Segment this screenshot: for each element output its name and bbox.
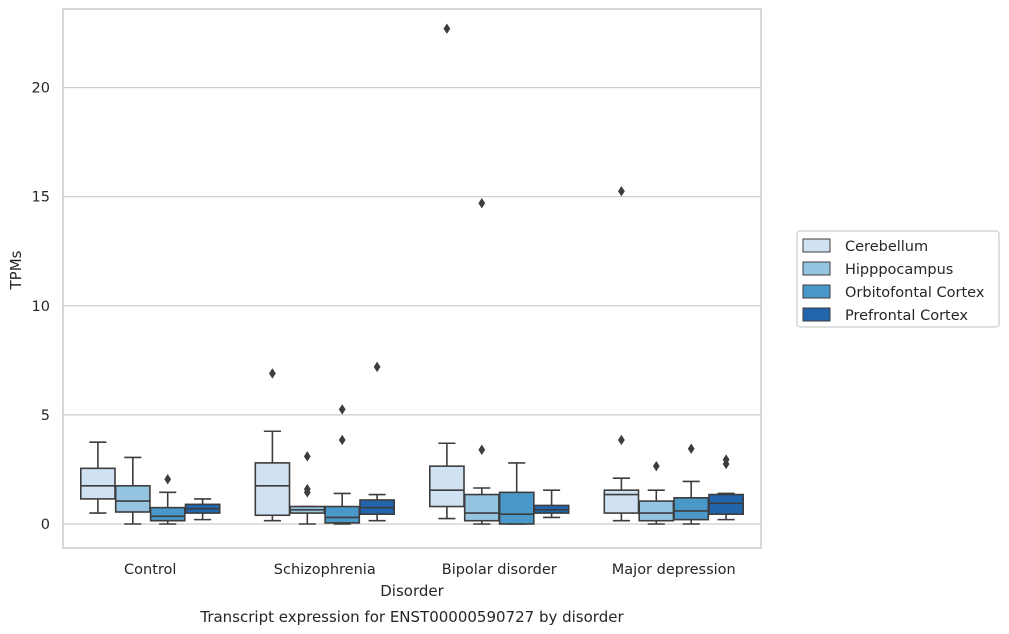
box-orbitofontal-cortex bbox=[324, 404, 361, 525]
box-cerebellum bbox=[79, 441, 116, 514]
box-prefrontal-cortex bbox=[533, 489, 570, 519]
outlier-point bbox=[443, 23, 451, 34]
box-prefrontal-cortex bbox=[359, 361, 396, 522]
x-axis-label: Disorder bbox=[380, 582, 444, 600]
outlier-point bbox=[618, 186, 625, 197]
legend-swatch bbox=[802, 284, 831, 299]
box-iqr bbox=[254, 462, 291, 517]
y-tick-label: 10 bbox=[32, 299, 50, 315]
box-series bbox=[79, 23, 745, 525]
outlier-point bbox=[338, 404, 346, 415]
y-tick-label: 20 bbox=[32, 81, 50, 97]
box-cerebellum bbox=[428, 23, 465, 520]
plot-border bbox=[62, 8, 762, 549]
box-prefrontal-cortex bbox=[184, 498, 221, 521]
box-cerebellum bbox=[254, 368, 291, 522]
x-tick-label: Major depression bbox=[612, 562, 736, 578]
legend-label: Prefrontal Cortex bbox=[845, 308, 968, 324]
gridlines bbox=[63, 86, 761, 525]
x-axis: Control Schizophrenia Bipolar disorder Majo… bbox=[124, 562, 736, 578]
outlier-point bbox=[303, 451, 311, 462]
outlier-point bbox=[338, 434, 346, 446]
box-hipppocampus bbox=[289, 451, 326, 525]
legend-swatch bbox=[802, 307, 831, 322]
box-iqr bbox=[149, 506, 186, 522]
box-orbitofontal-cortex bbox=[149, 474, 186, 525]
outlier-point bbox=[722, 454, 730, 465]
box-hipppocampus bbox=[463, 198, 500, 525]
legend: Cerebellum Hipppocampus Orbitofontal Corte… bbox=[796, 230, 1000, 328]
box-iqr bbox=[603, 489, 640, 514]
outlier-point bbox=[652, 460, 660, 472]
chart-caption: Transcript expression for ENST0000059072… bbox=[199, 608, 624, 626]
box-orbitofontal-cortex bbox=[673, 443, 710, 525]
outlier-point bbox=[164, 474, 172, 485]
box-iqr bbox=[324, 505, 361, 524]
box-iqr bbox=[638, 500, 675, 522]
box-hipppocampus bbox=[638, 460, 675, 525]
legend-label: Orbitofontal Cortex bbox=[845, 285, 985, 301]
x-tick-label: Control bbox=[124, 562, 176, 578]
y-tick-label: 15 bbox=[32, 190, 50, 206]
outlier-point bbox=[478, 198, 486, 209]
outlier-point bbox=[478, 444, 486, 456]
outlier-point bbox=[373, 361, 381, 373]
box-iqr bbox=[498, 491, 535, 525]
box-iqr bbox=[428, 465, 465, 508]
box-iqr bbox=[114, 485, 151, 513]
x-tick-label: Schizophrenia bbox=[274, 562, 376, 578]
outlier-point bbox=[303, 483, 311, 495]
y-axis-label: TPMs bbox=[7, 250, 25, 290]
outlier-point bbox=[687, 443, 695, 454]
outlier-point bbox=[269, 368, 276, 379]
y-axis: 0 5 10 15 20 bbox=[32, 81, 50, 533]
x-tick-label: Bipolar disorder bbox=[442, 562, 557, 578]
box-iqr bbox=[708, 493, 745, 515]
y-tick-label: 5 bbox=[41, 408, 50, 424]
box-iqr bbox=[463, 493, 500, 522]
y-tick-label: 0 bbox=[41, 517, 50, 533]
plot-frame bbox=[62, 8, 762, 549]
legend-swatch bbox=[802, 261, 831, 276]
box-prefrontal-cortex bbox=[708, 454, 745, 521]
legend-label: Hipppocampus bbox=[845, 262, 953, 278]
legend-frame bbox=[796, 230, 1000, 328]
outlier-point bbox=[618, 434, 625, 446]
legend-swatch bbox=[802, 238, 831, 253]
legend-label: Cerebellum bbox=[845, 239, 928, 255]
box-orbitofontal-cortex bbox=[498, 462, 535, 525]
box-cerebellum bbox=[603, 186, 640, 522]
box-hipppocampus bbox=[114, 456, 151, 525]
box-iqr bbox=[79, 467, 116, 500]
box-iqr bbox=[673, 497, 710, 521]
